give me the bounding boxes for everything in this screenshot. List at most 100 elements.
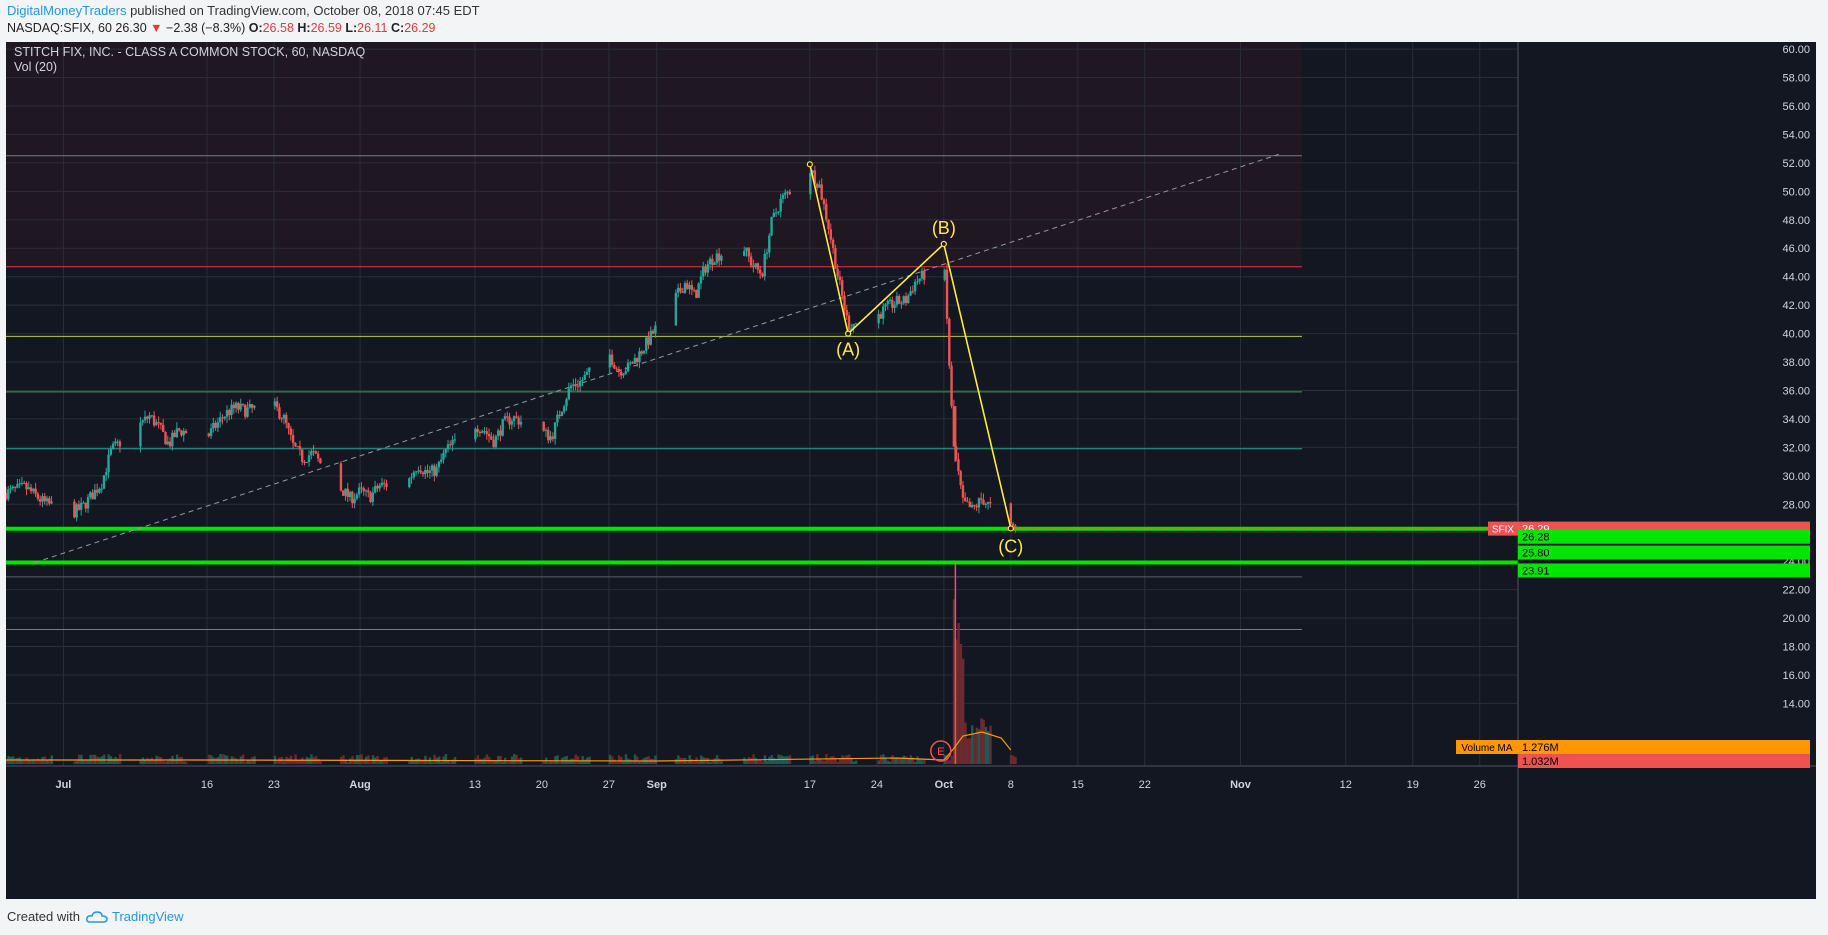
volume-bar — [431, 761, 434, 764]
volume-bar — [221, 754, 224, 764]
y-tick-label: 20.00 — [1782, 613, 1810, 625]
candle-body — [18, 483, 21, 485]
tradingview-brand: TradingView — [111, 909, 184, 924]
candle-body — [175, 428, 179, 438]
volume-bar — [476, 755, 480, 764]
candle-body — [490, 436, 493, 440]
price-change: −2.38 (−8.3%) — [166, 21, 246, 35]
y-tick-label: 50.00 — [1782, 186, 1810, 198]
volume-bar — [786, 756, 789, 764]
volume-bar — [902, 755, 906, 764]
y-tick-label: 22.00 — [1782, 585, 1810, 597]
x-tick-label: Nov — [1230, 779, 1252, 791]
y-tick-label: 40.00 — [1782, 329, 1810, 341]
volume-label-value: 1.032M — [1522, 756, 1559, 768]
candle-body — [829, 229, 833, 240]
volume-bar — [292, 760, 295, 764]
volume-bar — [447, 760, 450, 764]
open-key: O: — [248, 21, 263, 35]
candle-body — [711, 258, 714, 265]
candle-body — [228, 410, 231, 416]
volume-bar — [419, 759, 423, 764]
candle-body — [275, 401, 279, 408]
volume-bar — [116, 758, 120, 764]
volume-bar — [515, 754, 518, 764]
candle-body — [847, 315, 851, 330]
candle-body — [617, 368, 621, 372]
candle-body — [93, 489, 97, 500]
wave-label: (A) — [836, 340, 860, 360]
volume-bar — [554, 756, 557, 764]
candle-body — [446, 444, 450, 449]
volume-bar — [886, 760, 890, 764]
y-tick-label: 28.00 — [1782, 499, 1810, 511]
candle-body — [383, 482, 386, 484]
candle-body — [485, 431, 488, 434]
candle-body — [588, 367, 591, 372]
price-label-box — [1518, 563, 1810, 578]
candle-body — [41, 496, 44, 502]
candle-body — [451, 439, 454, 445]
candle-body — [633, 358, 637, 364]
chart-area[interactable]: (A) (B) (C) E 60.00 58.00 56.00 54.00 52.00 50.0… — [4, 42, 1816, 899]
volume-bar — [674, 759, 678, 764]
candle-body — [788, 191, 791, 195]
volume-bar — [25, 757, 28, 764]
volume-bar — [353, 759, 357, 764]
candle-body — [442, 452, 445, 460]
volume-bar — [93, 754, 97, 764]
volume-bar — [850, 757, 853, 764]
candle-body — [289, 428, 293, 436]
author-link[interactable]: DigitalMoneyTraders — [7, 3, 127, 18]
candle-body — [241, 403, 245, 405]
candle-body — [977, 498, 981, 508]
candle-body — [7, 489, 10, 500]
candle-body — [517, 417, 520, 425]
candle-body — [162, 424, 165, 432]
y-tick-label: 14.00 — [1782, 698, 1810, 710]
candle-body — [25, 483, 28, 490]
candle-body — [608, 354, 611, 368]
candle-body — [353, 498, 356, 504]
volume-bar — [310, 754, 313, 764]
volume-bar — [358, 755, 361, 764]
volume-bar — [754, 757, 758, 764]
candle-body — [752, 265, 755, 268]
price-chart[interactable]: (A) (B) (C) E 60.00 58.00 56.00 54.00 52.00 50.0… — [4, 42, 1816, 899]
candle-body — [369, 492, 372, 502]
symbol-bar: NASDAQ:SFIX, 60 26.30 ▼ −2.38 (−8.3%) O:… — [7, 21, 435, 35]
wave-label: (C) — [998, 536, 1023, 556]
volume-bar — [173, 760, 177, 764]
candle-body — [496, 430, 500, 437]
candle-body — [285, 414, 288, 424]
volume-bar — [709, 761, 712, 764]
candle-body — [907, 295, 910, 304]
candle-body — [818, 184, 821, 188]
time-axis-bg — [6, 766, 1816, 899]
candle-body — [506, 416, 509, 418]
candle-body — [877, 314, 880, 324]
volume-bar — [889, 761, 892, 764]
candle-body — [542, 421, 545, 431]
candle-body — [230, 404, 233, 416]
candle-body — [75, 504, 78, 518]
volume-bar — [408, 761, 411, 764]
volume-bar — [77, 754, 81, 764]
volume-bar — [349, 758, 352, 764]
volume-bar — [228, 761, 231, 764]
candle-body — [986, 502, 990, 504]
tradingview-link[interactable]: TradingView — [86, 909, 184, 924]
candle-body — [770, 216, 773, 236]
candle-body — [307, 455, 311, 463]
volume-bar — [766, 760, 769, 764]
x-tick-label: 17 — [804, 779, 816, 791]
candle-body — [704, 266, 707, 273]
x-tick-label: 12 — [1340, 779, 1352, 791]
volume-bar — [148, 759, 151, 764]
volume-bar — [551, 760, 555, 764]
candle-body — [820, 184, 823, 200]
volume-bar — [426, 761, 429, 764]
candle-body — [786, 191, 789, 193]
volume-bar — [1012, 755, 1015, 764]
candle-body — [214, 422, 217, 428]
